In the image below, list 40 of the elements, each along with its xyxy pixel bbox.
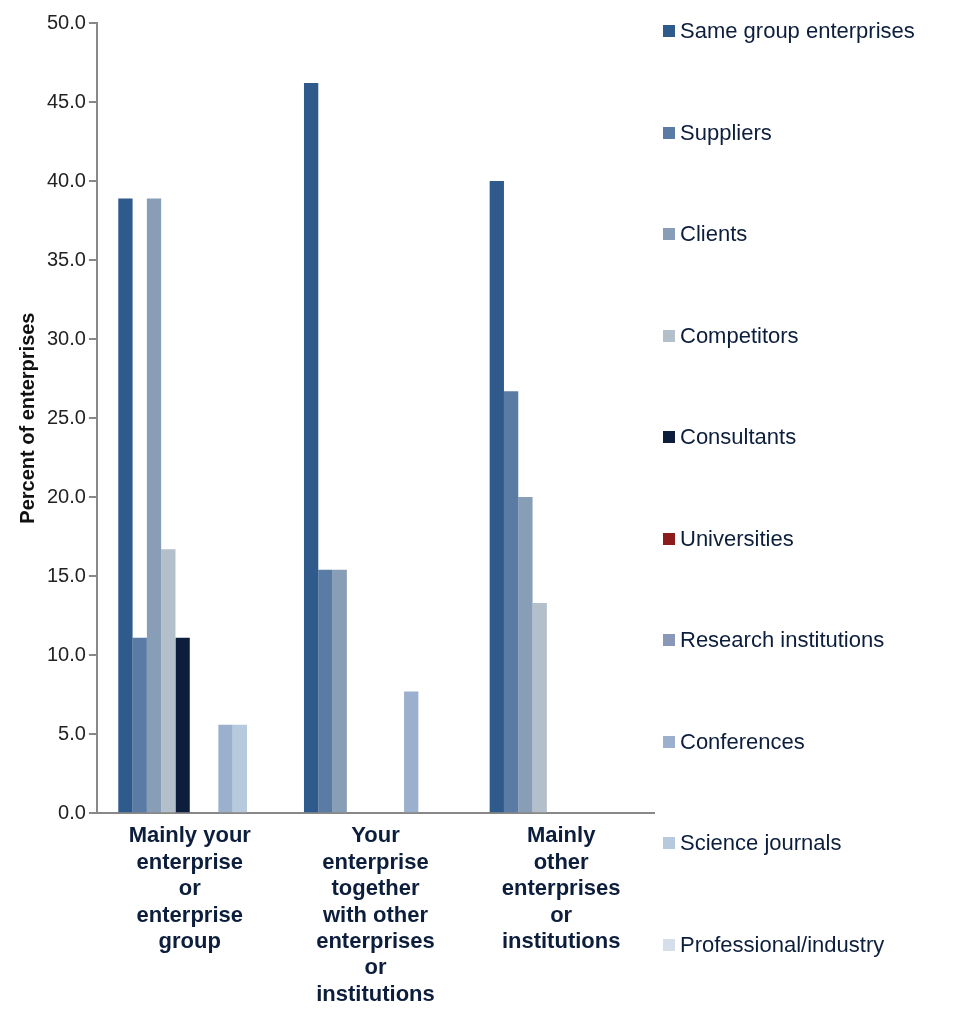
bar: [489, 181, 504, 813]
bar: [518, 497, 533, 813]
bar: [132, 637, 147, 813]
bar: [318, 569, 333, 813]
legend-label: Clients: [680, 221, 748, 247]
bar: [532, 603, 547, 813]
legend-label: Consultants: [680, 424, 797, 450]
y-tick-label: 15.0: [46, 563, 86, 586]
y-tick-label: 50.0: [46, 10, 86, 33]
bar: [332, 569, 347, 813]
y-tick-label: 45.0: [46, 89, 86, 112]
y-tick-label: 0.0: [58, 800, 86, 823]
y-tick-label: 40.0: [46, 168, 86, 191]
bar: [118, 198, 133, 813]
y-tick-label: 20.0: [46, 484, 86, 507]
x-tick-label: Mainly other enterprises or institutions: [501, 822, 621, 954]
legend-label: Universities: [680, 525, 794, 552]
y-tick-label: 5.0: [58, 721, 86, 744]
legend-label: Same group enterprises: [680, 18, 915, 44]
legend-label: Research institutions: [680, 627, 885, 653]
bar: [503, 391, 519, 813]
bar: [303, 83, 319, 813]
legend-label: Professional/industry: [680, 931, 885, 958]
legend-label: Conferences: [680, 728, 805, 755]
bar: [404, 691, 419, 813]
bar: [161, 549, 176, 813]
bar: [218, 724, 233, 813]
x-tick-label: Your enterprise together with other enterprises or institutions: [316, 822, 435, 1006]
legend-label: Competitors: [680, 322, 799, 349]
y-tick-label: 35.0: [46, 247, 86, 270]
legend-label: Suppliers: [680, 119, 772, 146]
y-axis-title: Percent of enterprises: [15, 312, 38, 524]
x-tick-label: Mainly your enterprise or enterprise group: [128, 822, 252, 954]
bar: [146, 198, 162, 813]
y-tick-label: 10.0: [46, 642, 86, 665]
y-tick-label: 25.0: [46, 405, 86, 428]
legend-label: Science journals: [680, 830, 842, 856]
y-tick-label: 30.0: [46, 326, 86, 349]
bar: [175, 637, 190, 813]
bar: [232, 724, 247, 813]
